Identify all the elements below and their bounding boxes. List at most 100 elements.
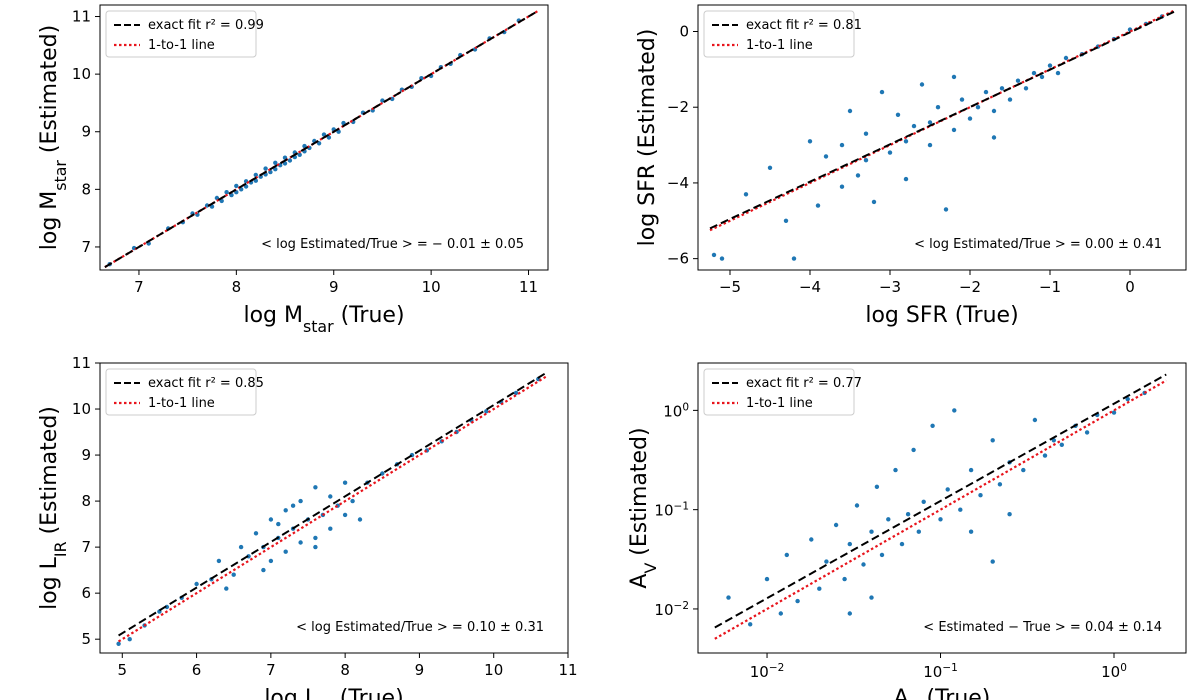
scatter-point (1032, 417, 1038, 423)
scatter-point (1007, 97, 1013, 102)
x-tick-label: 0 (1125, 278, 1135, 296)
y-tick-label: 11 (72, 8, 91, 26)
scatter-point (1047, 63, 1053, 68)
scatter-point (791, 256, 797, 261)
scatter-point (919, 82, 925, 87)
scatter-point (484, 409, 489, 414)
scatter-point (847, 611, 852, 616)
x-tick-label: 7 (134, 278, 144, 296)
x-tick-label: 7 (266, 661, 276, 679)
scatter-point (959, 97, 965, 102)
scatter-point (238, 544, 244, 550)
y-axis-title: log LIR (Estimated) (37, 406, 70, 610)
legend-fit-label: exact fit r² = 0.99 (148, 18, 264, 33)
y-tick-label: 5 (81, 630, 91, 648)
x-tick-label: −3 (879, 278, 901, 296)
scatter-point (935, 105, 941, 110)
y-tick-label: 10 (72, 65, 91, 83)
scatter-point (748, 622, 753, 627)
stats-annotation: < log Estimated/True > = 0.10 ± 0.31 (296, 620, 544, 635)
scatter-point (290, 503, 296, 508)
scatter-point (861, 562, 866, 567)
scatter-point (911, 123, 917, 129)
scatter-point (1042, 453, 1048, 458)
x-axis-title: log SFR (True) (865, 303, 1018, 328)
scatter-point (216, 558, 222, 564)
scatter-point (991, 135, 997, 140)
scatter-point (879, 552, 885, 558)
scatter-point (1125, 396, 1130, 402)
y-tick-label: 9 (81, 123, 91, 141)
scatter-point (905, 512, 911, 517)
scatter-point (863, 131, 869, 136)
x-tick-label: −4 (799, 278, 821, 296)
x-tick-label: 10−1 (923, 662, 958, 681)
y-tick-label: 10 (72, 400, 91, 418)
scatter-point (968, 467, 974, 473)
x-tick-label: 8 (340, 661, 350, 679)
scatter-point (815, 203, 821, 208)
panel-mstar: 7 8 9 10 11 7 8 9 10 11 log Mstar (True) log Mstar … (37, 4, 549, 336)
scatter-point (764, 576, 770, 582)
scatter-point (911, 447, 916, 453)
scatter-point (767, 165, 773, 170)
y-tick-label: −6 (667, 250, 689, 268)
scatter-point (823, 154, 829, 159)
scatter-point (390, 96, 395, 102)
stats-annotation: < log Estimated/True > = 0.00 ± 0.41 (914, 237, 1162, 252)
x-tick-label: 9 (329, 278, 339, 296)
scatter-point (719, 256, 725, 261)
scatter-point (921, 499, 926, 504)
scatter-point (978, 493, 983, 498)
scatter-point (968, 529, 974, 534)
scatter-point (824, 559, 829, 564)
scatter-point (899, 541, 905, 547)
y-tick-label: −4 (667, 174, 689, 192)
scatter-point (1063, 55, 1069, 61)
y-axis-title: log Mstar (Estimated) (37, 25, 70, 251)
scatter-point (313, 544, 318, 550)
x-tick-label: 5 (118, 661, 128, 679)
scatter-point (263, 166, 268, 171)
panel-lir: 5 6 7 8 9 10 11 5 6 7 8 9 10 11 log LIR (True) log LIR … (37, 354, 578, 700)
x-tick-label: 9 (415, 661, 425, 679)
scatter-point (350, 498, 355, 504)
x-tick-label: −1 (1039, 278, 1061, 296)
y-tick-label: 0 (679, 23, 689, 41)
scatter-point (1039, 74, 1045, 80)
panel-av: 10−2 10−1 100 10−2 10−1 100 AV (True) AV (Estim… (627, 362, 1187, 700)
scatter-point (726, 595, 731, 600)
x-tick-label: 8 (232, 278, 242, 296)
scatter-point (513, 390, 519, 396)
scatter-point (938, 517, 943, 522)
scatter-point (952, 408, 957, 413)
y-tick-label: 10−1 (654, 501, 689, 520)
scatter-point (298, 540, 303, 545)
scatter-point (224, 586, 229, 591)
scatter-point (1031, 70, 1037, 76)
y-tick-label: 6 (81, 584, 91, 602)
scatter-point (287, 158, 293, 163)
scatter-point (839, 142, 845, 148)
legend-box (703, 368, 855, 416)
fit-line (709, 10, 1175, 230)
scatter-point (807, 139, 813, 144)
scatter-point (903, 176, 909, 182)
scatter-point (328, 494, 333, 499)
scatter-point (809, 537, 814, 542)
scatter-point (855, 173, 861, 178)
scatter-point (869, 529, 874, 534)
scatter-point (224, 190, 229, 195)
scatter-point (1084, 430, 1090, 435)
scatter-point (283, 549, 288, 554)
scatter-point (268, 558, 274, 564)
scatter-point (328, 526, 333, 531)
scatter-point (302, 143, 307, 149)
panel-sfr: −5 −4 −3 −2 −1 0 −6 −4 −2 0 log SFR (True) log SFR … (635, 4, 1187, 328)
fit-line (714, 373, 1167, 629)
scatter-point (1015, 78, 1021, 83)
scatter-point (886, 517, 891, 522)
scatter-point (967, 116, 973, 121)
x-axis-title: AV (True) (894, 686, 991, 700)
one-to-one-line (104, 9, 539, 269)
